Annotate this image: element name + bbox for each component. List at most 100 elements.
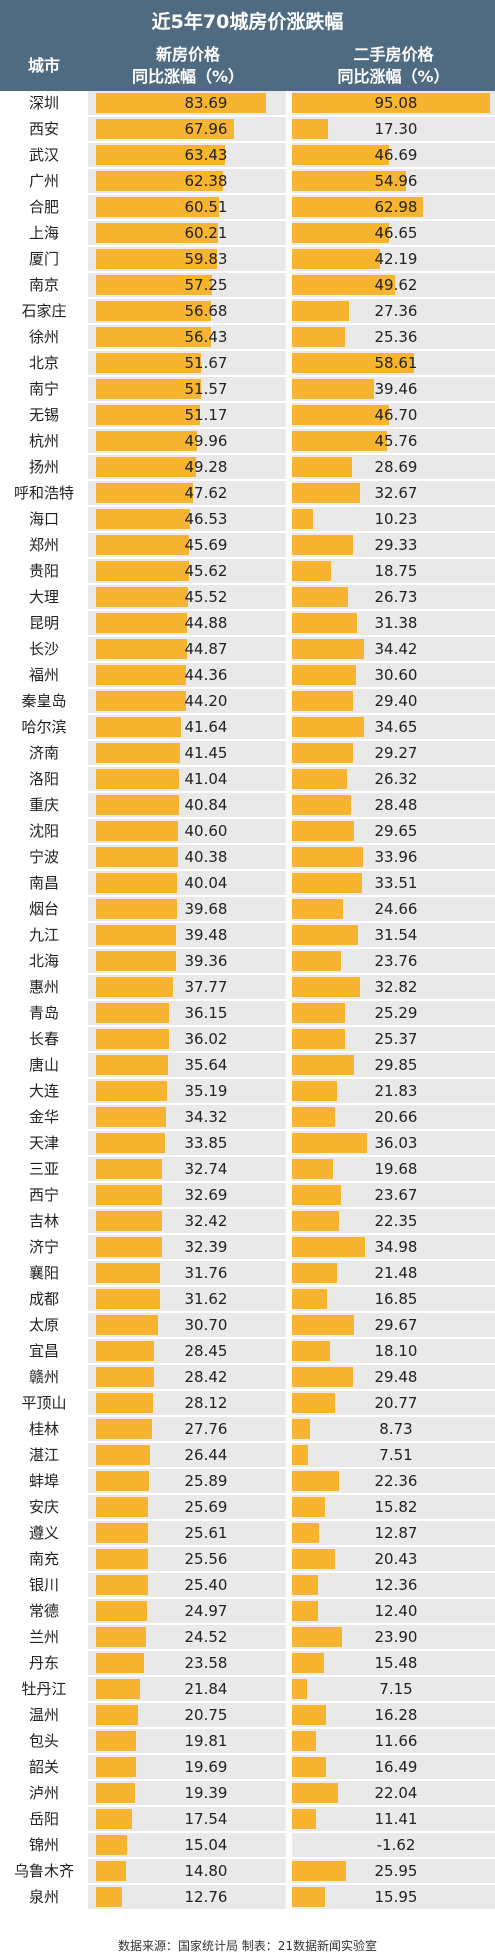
table-row: 洛阳 41.04 26.32 xyxy=(0,767,495,793)
second-hand-price-bar xyxy=(292,899,344,919)
second-hand-price-value: 16.49 xyxy=(374,1758,418,1776)
city-label: 太原 xyxy=(0,1313,90,1337)
second-hand-price-bar xyxy=(292,1809,316,1829)
table-row: 襄阳 31.76 21.48 xyxy=(0,1261,495,1287)
second-hand-price-bar xyxy=(292,509,314,529)
new-price-value: 32.74 xyxy=(184,1160,228,1178)
city-label: 上海 xyxy=(0,221,90,245)
second-hand-price-bar xyxy=(292,431,388,451)
city-label: 济宁 xyxy=(0,1235,90,1259)
new-price-bar xyxy=(96,1627,146,1647)
new-price-bar xyxy=(96,1419,153,1439)
second-hand-price-value: 23.90 xyxy=(374,1628,418,1646)
table-row: 南宁 51.57 39.46 xyxy=(0,377,495,403)
second-hand-price-bar xyxy=(292,1679,307,1699)
chart-title: 近5年70城房价涨跌幅 xyxy=(0,0,495,40)
new-price-value: 32.69 xyxy=(184,1186,228,1204)
new-price-bar xyxy=(96,1107,166,1127)
second-hand-price-value: 42.19 xyxy=(374,250,418,268)
table-row: 南京 57.25 49.62 xyxy=(0,273,495,299)
table-row: 岳阳 17.54 11.41 xyxy=(0,1807,495,1833)
table-row: 牡丹江 21.84 7.15 xyxy=(0,1677,495,1703)
second-hand-price-bar xyxy=(292,1887,326,1907)
second-hand-price-bar xyxy=(292,1393,336,1413)
new-price-value: 37.77 xyxy=(184,978,228,996)
second-hand-price-bar xyxy=(292,1185,342,1205)
city-label: 泸州 xyxy=(0,1781,90,1805)
new-price-value: 41.64 xyxy=(184,718,228,736)
second-hand-price-value: 31.38 xyxy=(374,614,418,632)
city-label: 福州 xyxy=(0,663,90,687)
new-price-value: 44.20 xyxy=(184,692,228,710)
table-row: 大理 45.52 26.73 xyxy=(0,585,495,611)
new-price-value: 25.89 xyxy=(184,1472,228,1490)
second-hand-price-bar xyxy=(292,925,358,945)
second-hand-price-value: 26.32 xyxy=(374,770,418,788)
second-hand-price-bar xyxy=(292,275,396,295)
new-price-bar xyxy=(96,405,200,425)
second-hand-price-value: 36.03 xyxy=(374,1134,418,1152)
new-price-value: 26.44 xyxy=(184,1446,228,1464)
second-hand-price-bar xyxy=(292,353,415,373)
second-hand-price-value: 20.66 xyxy=(374,1108,418,1126)
table-row: 南充 25.56 20.43 xyxy=(0,1547,495,1573)
city-label: 吉林 xyxy=(0,1209,90,1233)
second-hand-price-bar xyxy=(292,1263,337,1283)
new-price-value: 35.64 xyxy=(184,1056,228,1074)
table-row: 沈阳 40.60 29.65 xyxy=(0,819,495,845)
second-hand-price-value: 7.51 xyxy=(379,1446,413,1464)
second-hand-price-value: 34.42 xyxy=(374,640,418,658)
second-hand-price-bar xyxy=(292,769,347,789)
table-row: 烟台 39.68 24.66 xyxy=(0,897,495,923)
city-label: 郑州 xyxy=(0,533,90,557)
city-label: 赣州 xyxy=(0,1365,90,1389)
second-hand-price-value: 23.76 xyxy=(374,952,418,970)
second-hand-price-value: 25.37 xyxy=(374,1030,418,1048)
new-price-bar xyxy=(96,275,213,295)
second-hand-price-bar xyxy=(292,587,348,607)
new-price-value: 44.36 xyxy=(184,666,228,684)
table-row: 贵阳 45.62 18.75 xyxy=(0,559,495,585)
new-price-bar xyxy=(96,925,177,945)
table-row: 南昌 40.04 33.51 xyxy=(0,871,495,897)
second-hand-price-value: 46.65 xyxy=(374,224,418,242)
city-label: 石家庄 xyxy=(0,299,90,323)
table-row: 宜昌 28.45 18.10 xyxy=(0,1339,495,1365)
new-price-value: 49.96 xyxy=(184,432,228,450)
table-row: 济宁 32.39 34.98 xyxy=(0,1235,495,1261)
table-row: 长沙 44.87 34.42 xyxy=(0,637,495,663)
second-hand-price-bar xyxy=(292,1211,339,1231)
city-label: 海口 xyxy=(0,507,90,531)
second-hand-price-value: 12.36 xyxy=(374,1576,418,1594)
new-price-value: 44.87 xyxy=(184,640,228,658)
second-hand-price-value: 20.77 xyxy=(374,1394,418,1412)
new-price-bar xyxy=(96,1289,161,1309)
city-label: 烟台 xyxy=(0,897,90,921)
city-label: 南京 xyxy=(0,273,90,297)
new-price-bar xyxy=(96,93,266,113)
second-hand-price-value: 22.04 xyxy=(374,1784,418,1802)
table-row: 蚌埠 25.89 22.36 xyxy=(0,1469,495,1495)
table-row: 遵义 25.61 12.87 xyxy=(0,1521,495,1547)
table-row: 上海 60.21 46.65 xyxy=(0,221,495,247)
city-label: 哈尔滨 xyxy=(0,715,90,739)
new-price-value: 39.68 xyxy=(184,900,228,918)
new-price-bar xyxy=(96,457,197,477)
table-row: 唐山 35.64 29.85 xyxy=(0,1053,495,1079)
new-price-bar xyxy=(96,1575,148,1595)
table-row: 常德 24.97 12.40 xyxy=(0,1599,495,1625)
second-hand-price-value: 25.95 xyxy=(374,1862,418,1880)
header-city: 城市 xyxy=(0,40,88,91)
city-label: 沈阳 xyxy=(0,819,90,843)
new-price-value: 19.69 xyxy=(184,1758,228,1776)
city-label: 杭州 xyxy=(0,429,90,453)
second-hand-price-bar xyxy=(292,1081,338,1101)
new-price-bar xyxy=(96,483,193,503)
table-row: 锦州 15.04 -1.62 xyxy=(0,1833,495,1859)
header-city-label: 城市 xyxy=(27,55,60,75)
table-header: 城市 新房价格 同比涨幅（%） 二手房价格 同比涨幅（%） xyxy=(0,40,495,91)
city-label: 温州 xyxy=(0,1703,90,1727)
new-price-value: 40.60 xyxy=(184,822,228,840)
table-row: 大连 35.19 21.83 xyxy=(0,1079,495,1105)
